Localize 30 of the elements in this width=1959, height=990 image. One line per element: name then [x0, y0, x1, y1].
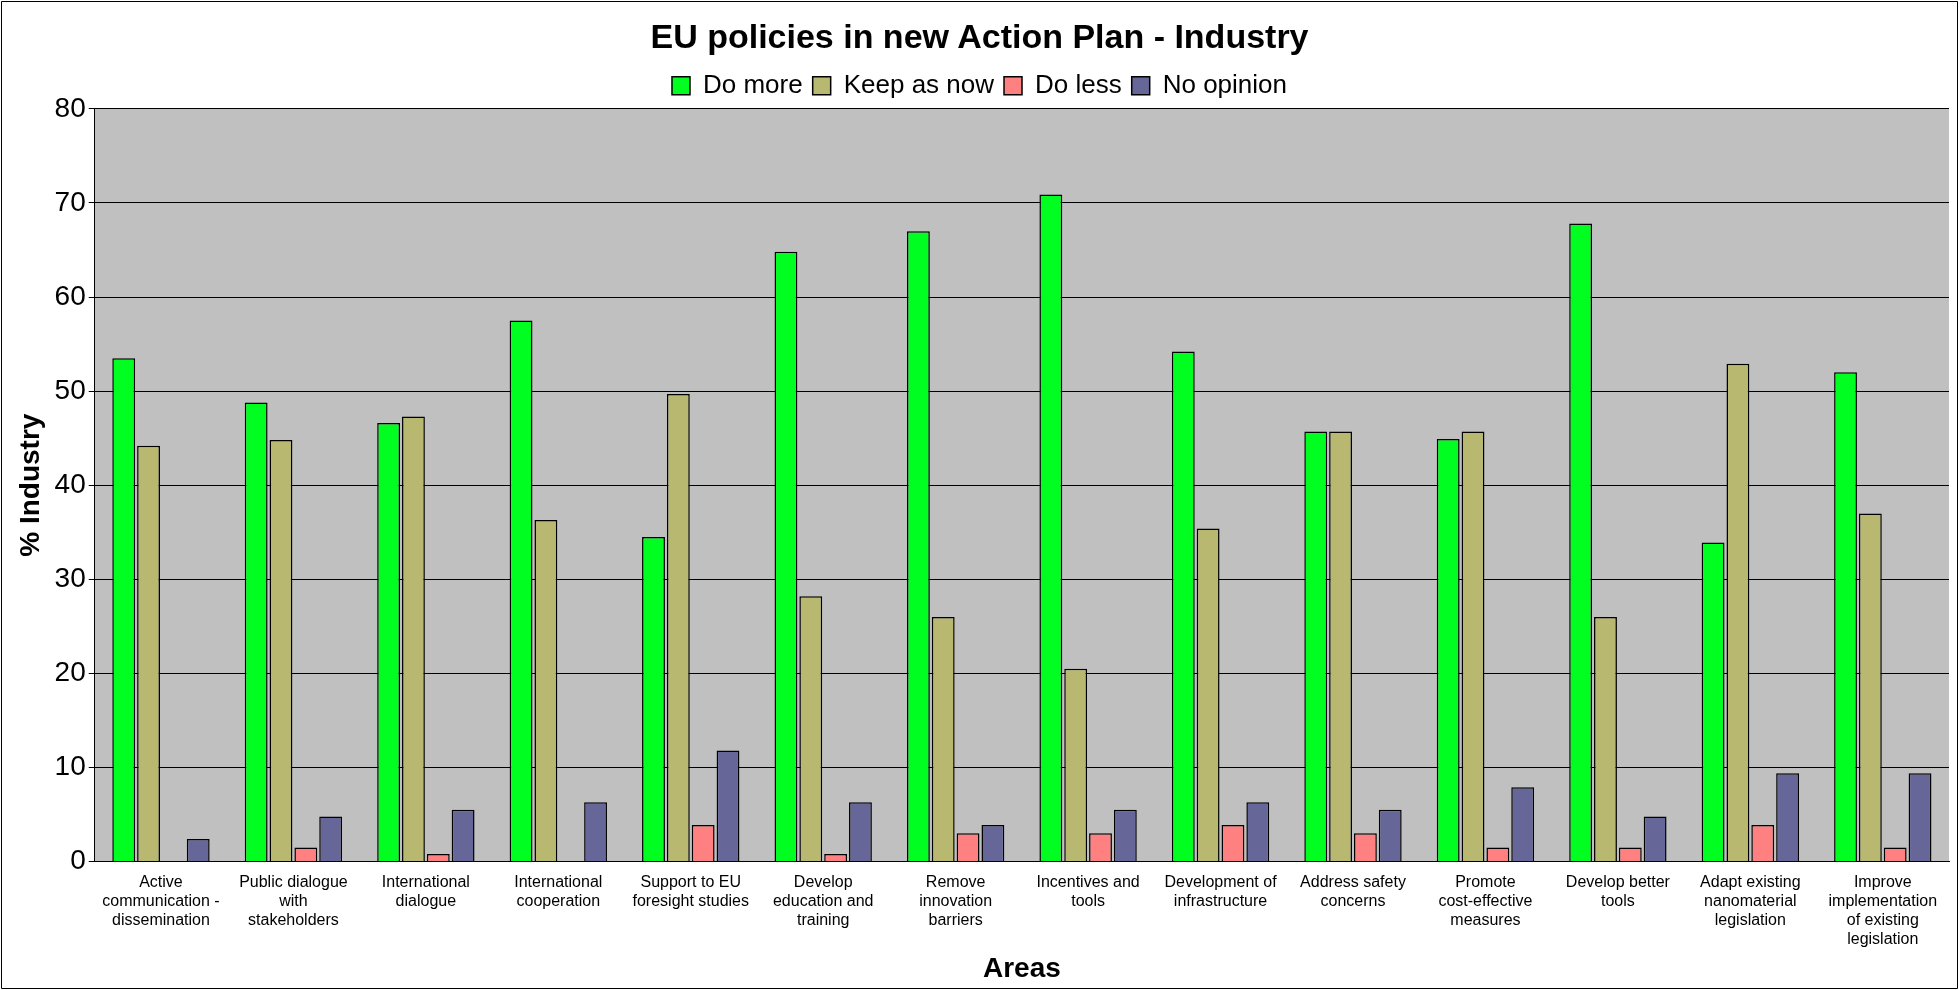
x-tick-label: International cooperation — [514, 872, 603, 909]
x-tick-label: Adapt existing nanomaterial legislation — [1700, 872, 1801, 929]
x-tick-label: Promote cost-effective measures — [1438, 872, 1533, 929]
legend-label: Do more — [702, 68, 803, 99]
y-tick-label: 80 — [54, 91, 86, 123]
x-tick-label: Incentives and tools — [1036, 872, 1140, 909]
legend-label: No opinion — [1162, 68, 1288, 99]
x-tick-label: Develop education and training — [772, 872, 874, 929]
legend-label: Keep as now — [843, 68, 995, 99]
y-axis-title: % Industry — [13, 413, 45, 557]
chart-title: EU policies in new Action Plan - Industry — [650, 16, 1309, 55]
x-tick-label: Address safety concerns — [1300, 872, 1406, 909]
y-tick-label: 0 — [70, 844, 86, 876]
y-tick-label: 10 — [54, 750, 86, 782]
x-tick-label: Active communication - dissemination — [102, 872, 220, 929]
y-tick-label: 60 — [54, 279, 86, 311]
x-axis-title: Areas — [982, 951, 1061, 983]
y-tick-label: 20 — [54, 656, 86, 688]
x-tick-label: Improve implementation of existing legislation — [1828, 872, 1938, 948]
x-tick-label: Support to EU foresight studies — [632, 872, 750, 909]
legend-label: Do less — [1035, 68, 1122, 99]
x-tick-label: Develop better tools — [1565, 872, 1671, 909]
y-tick-label: 70 — [54, 185, 86, 217]
y-tick-label: 40 — [54, 467, 86, 499]
y-tick-label: 30 — [54, 562, 86, 594]
x-tick-label: Remove innovation barriers — [919, 872, 993, 929]
x-tick-label: Development of infrastructure — [1164, 872, 1278, 909]
x-tick-label: Public dialogue with stakeholders — [239, 872, 348, 929]
x-tick-label: International dialogue — [381, 872, 470, 909]
y-tick-label: 50 — [54, 373, 86, 405]
